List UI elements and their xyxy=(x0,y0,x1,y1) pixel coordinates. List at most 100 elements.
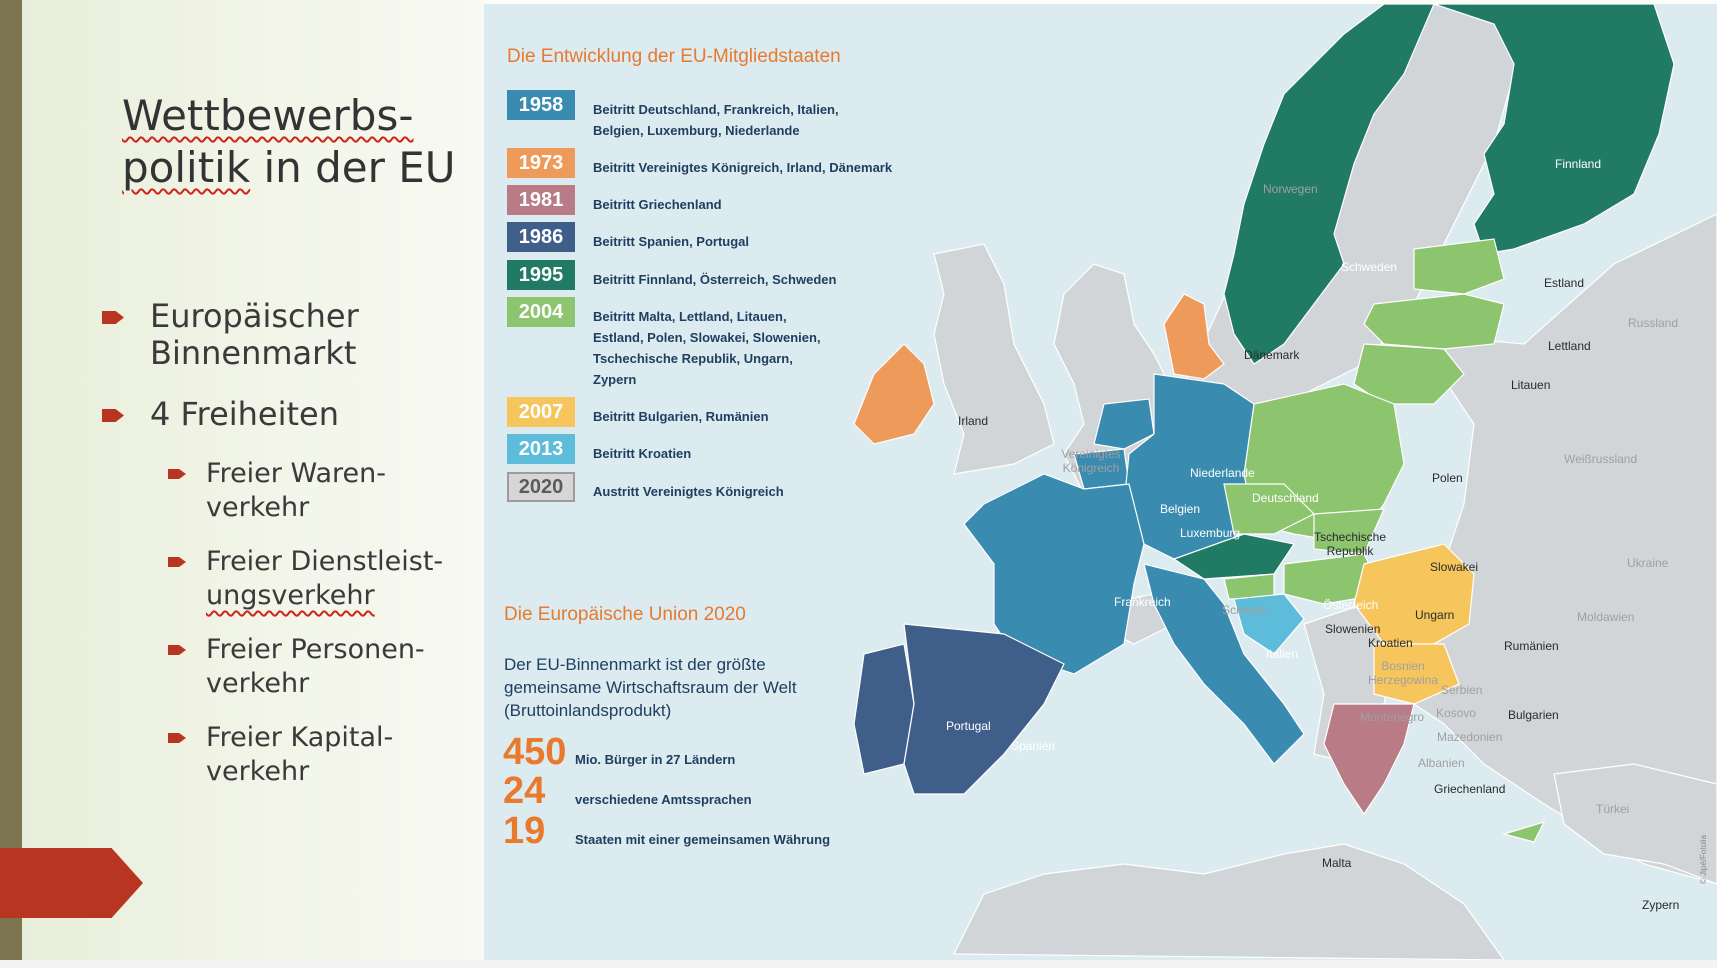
map-label-norwegen: Norwegen xyxy=(1263,182,1318,196)
timeline-text-line: Austritt Vereinigtes Königreich xyxy=(593,484,784,499)
map-label-zypern: Zypern xyxy=(1642,898,1680,912)
country-tschechien xyxy=(1223,483,1316,535)
map-label-niederlande: Niederlande xyxy=(1190,466,1255,480)
country-spanien xyxy=(903,623,1065,795)
stat-text: verschiedene Amtssprachen xyxy=(575,792,752,807)
map-label-rumaenien: Rumänien xyxy=(1504,639,1559,653)
timeline-text: Beitritt Spanien, Portugal xyxy=(593,231,923,252)
map-label-vk: Vereinigtes Königreich xyxy=(1061,447,1121,475)
title-line-2-rest: in der EU xyxy=(250,143,456,192)
stat-text: Staaten mit einer gemeinsamen Währung xyxy=(575,832,831,847)
left-text-panel: Wettbewerbs- politik in der EU xyxy=(22,0,484,968)
country-frankreich xyxy=(963,473,1145,675)
bullet-text: Freier Kapital- xyxy=(206,722,394,753)
bullet-arrow-icon xyxy=(102,409,124,422)
timeline-text-line: Beitritt Vereinigtes Königreich, Irland,… xyxy=(593,160,893,175)
stat-number: 24 xyxy=(503,770,546,812)
bullet-4-freiheiten: 4 Freiheiten xyxy=(100,396,480,433)
bullet-dienstleistungsverkehr: Freier Dienstleist- ungsverkehr xyxy=(100,545,480,613)
map-label-montenegro: Montenegro xyxy=(1360,710,1425,724)
map-label-ukraine: Ukraine xyxy=(1627,556,1669,570)
year-badge: 1973 xyxy=(507,148,575,178)
year-badge: 2020 xyxy=(507,472,575,502)
bullet-warenverkehr: Freier Waren- verkehr xyxy=(100,457,480,525)
copyright-note: © Jipé/Fotolia xyxy=(1699,834,1708,884)
country-italien xyxy=(1143,563,1305,765)
country-oesterreich xyxy=(1172,533,1295,580)
stat-number: 19 xyxy=(503,810,546,852)
left-accent-bar xyxy=(0,0,22,968)
bullet-arrow-icon xyxy=(102,311,124,324)
timeline-text-line: Belgien, Luxemburg, Niederlande xyxy=(593,123,800,138)
timeline-text: Beitritt Deutschland, Frankreich, Italie… xyxy=(593,99,923,141)
eu-description: Der EU-Binnenmarkt ist der größte gemein… xyxy=(504,655,797,720)
map-label-kosovo: Kosovo xyxy=(1436,706,1477,720)
map-label-schweiz: Schweiz xyxy=(1222,603,1267,617)
bullet-binnenmarkt: Europäischer Binnenmarkt xyxy=(100,298,480,372)
timeline-text-line: Beitritt Bulgarien, Rumänien xyxy=(593,409,769,424)
bullet-text: verkehr xyxy=(206,492,310,523)
timeline-text: Beitritt Finnland, Österreich, Schweden xyxy=(593,269,923,290)
map-label-malta: Malta xyxy=(1322,856,1352,870)
map-label-slowenien: Slowenien xyxy=(1325,622,1381,636)
country-kroatien xyxy=(1233,593,1305,655)
map-label-mazedonien: Mazedonien xyxy=(1437,730,1503,744)
country-vk xyxy=(933,243,1055,475)
bullet-arrow-icon xyxy=(168,469,186,479)
map-label-russland: Russland xyxy=(1628,316,1679,330)
bullet-text: ungsverkehr xyxy=(206,580,375,611)
country-niederlande xyxy=(1093,398,1155,450)
bullet-arrow-icon xyxy=(168,557,186,567)
map-label-lettland: Lettland xyxy=(1548,339,1591,353)
eu-infographic[interactable]: Die Entwicklung der EU-Mitgliedstaaten 1… xyxy=(484,4,1717,960)
map-label-luxemburg: Luxemburg xyxy=(1180,526,1241,540)
map-label-deutschland: Deutschland xyxy=(1252,491,1319,505)
map-label-griechenland: Griechenland xyxy=(1434,782,1506,796)
timeline-text: Beitritt Malta, Lettland, Litauen, Estla… xyxy=(593,306,923,390)
timeline-heading: Die Entwicklung der EU-Mitgliedstaaten xyxy=(507,46,841,67)
title-word-politik: politik xyxy=(122,143,251,192)
map-label-bosnien: Bosnien Herzegowina xyxy=(1368,659,1439,687)
title-line-1: Wettbewerbs- xyxy=(122,91,414,140)
country-daenemark xyxy=(1163,293,1225,380)
bullet-personenverkehr: Freier Personen- verkehr xyxy=(100,633,480,701)
map-label-estland: Estland xyxy=(1544,276,1585,290)
slide-title[interactable]: Wettbewerbs- politik in der EU xyxy=(122,90,482,194)
map-label-frankreich: Frankreich xyxy=(1114,595,1171,609)
timeline-text-line: Zypern xyxy=(593,372,637,387)
timeline-text: Beitritt Bulgarien, Rumänien xyxy=(593,406,923,427)
bullet-text: Europäischer xyxy=(150,297,359,335)
timeline-text: Beitritt Griechenland xyxy=(593,194,923,215)
map-label-albanien: Albanien xyxy=(1418,756,1465,770)
timeline-text-line: Beitritt Finnland, Österreich, Schweden xyxy=(593,272,837,287)
year-badge: 1986 xyxy=(507,222,575,252)
country-zypern xyxy=(1501,821,1546,843)
timeline-text-line: Beitritt Malta, Lettland, Litauen, xyxy=(593,309,787,324)
map-label-tschechien: Tschechische Republik xyxy=(1313,530,1387,558)
map-label-daenemark: Dänemark xyxy=(1244,348,1300,362)
decorative-arrow-shape xyxy=(0,848,143,918)
map-label-belgien: Belgien xyxy=(1160,502,1201,516)
country-bulgarien xyxy=(1373,643,1460,705)
bullet-text: 4 Freiheiten xyxy=(150,395,340,433)
eu-countries xyxy=(853,4,1675,843)
map-label-tuerkei: Türkei xyxy=(1596,802,1630,816)
year-badge: 1958 xyxy=(507,90,575,120)
map-label-oesterreich: Österreich xyxy=(1323,598,1379,612)
bottom-strip xyxy=(0,960,1717,968)
timeline-text-line: Tschechische Republik, Ungarn, xyxy=(593,351,793,366)
map-label-moldawien: Moldawien xyxy=(1577,610,1635,624)
bullet-kapitalverkehr: Freier Kapital- verkehr xyxy=(100,721,480,789)
map-label-schweden: Schweden xyxy=(1341,260,1398,274)
map-label-polen: Polen xyxy=(1432,471,1463,485)
country-estland xyxy=(1413,238,1505,295)
map-label-kroatien: Kroatien xyxy=(1368,636,1413,650)
bullet-list[interactable]: Europäischer Binnenmarkt 4 Freiheiten Fr… xyxy=(100,298,480,809)
timeline-text-line: Estland, Polen, Slowakei, Slowenien, xyxy=(593,330,821,345)
country-lettland xyxy=(1363,293,1505,350)
country-litauen xyxy=(1353,343,1465,405)
map-label-slowakei: Slowakei xyxy=(1430,560,1479,574)
timeline-text: Austritt Vereinigtes Königreich xyxy=(593,481,923,502)
year-badge: 2004 xyxy=(507,297,575,327)
